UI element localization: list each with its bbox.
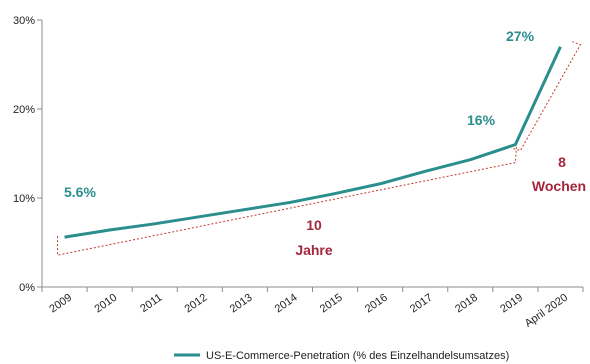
- end-value-label: 27%: [506, 28, 535, 44]
- x-axis: 2009 2010 2011 2012 2013 2014 2015 2016 2017 2018…: [41, 286, 584, 330]
- weeks-word-label: Wochen: [532, 178, 586, 194]
- y-axis: 0% 10% 20% 30%: [13, 15, 43, 294]
- years-number-label: 10: [306, 217, 322, 233]
- x-tick-label: 2011: [138, 292, 164, 315]
- period-brackets: [57, 41, 582, 256]
- y-tick-label: 10%: [13, 193, 35, 205]
- legend-label: US-E-Commerce-Penetration (% des Einzelh…: [206, 350, 509, 362]
- start-value-label: 5.6%: [64, 184, 96, 200]
- years-bracket: [57, 146, 517, 256]
- series-layer: [64, 46, 562, 239]
- x-tick-label: 2010: [92, 292, 119, 316]
- y-tick-label: 30%: [13, 15, 35, 27]
- x-tick-label: 2016: [363, 292, 390, 316]
- x-tick-label: April 2020: [523, 292, 570, 330]
- x-tick-label: 2014: [273, 292, 300, 316]
- y-tick-label: 0%: [19, 282, 35, 294]
- x-tick-label: 2013: [228, 292, 255, 316]
- years-word-label: Jahre: [295, 242, 333, 258]
- x-tick-label: 2019: [498, 292, 525, 316]
- x-tick-label: 2015: [318, 292, 345, 316]
- weeks-bracket: [513, 41, 582, 152]
- series-line: [64, 46, 562, 239]
- x-tick-label: 2018: [453, 292, 480, 316]
- x-tick-label: 2017: [408, 292, 435, 316]
- y-tick-label: 20%: [13, 104, 35, 116]
- legend: US-E-Commerce-Penetration (% des Einzelh…: [174, 350, 509, 362]
- annotations-layer: 5.6% 16% 27% 10 Jahre 8 Wochen: [64, 28, 586, 258]
- x-tick-label: 2012: [183, 292, 210, 316]
- pre-pandemic-value-label: 16%: [467, 112, 496, 128]
- weeks-number-label: 8: [558, 154, 566, 170]
- x-tick-label: 2009: [47, 292, 74, 316]
